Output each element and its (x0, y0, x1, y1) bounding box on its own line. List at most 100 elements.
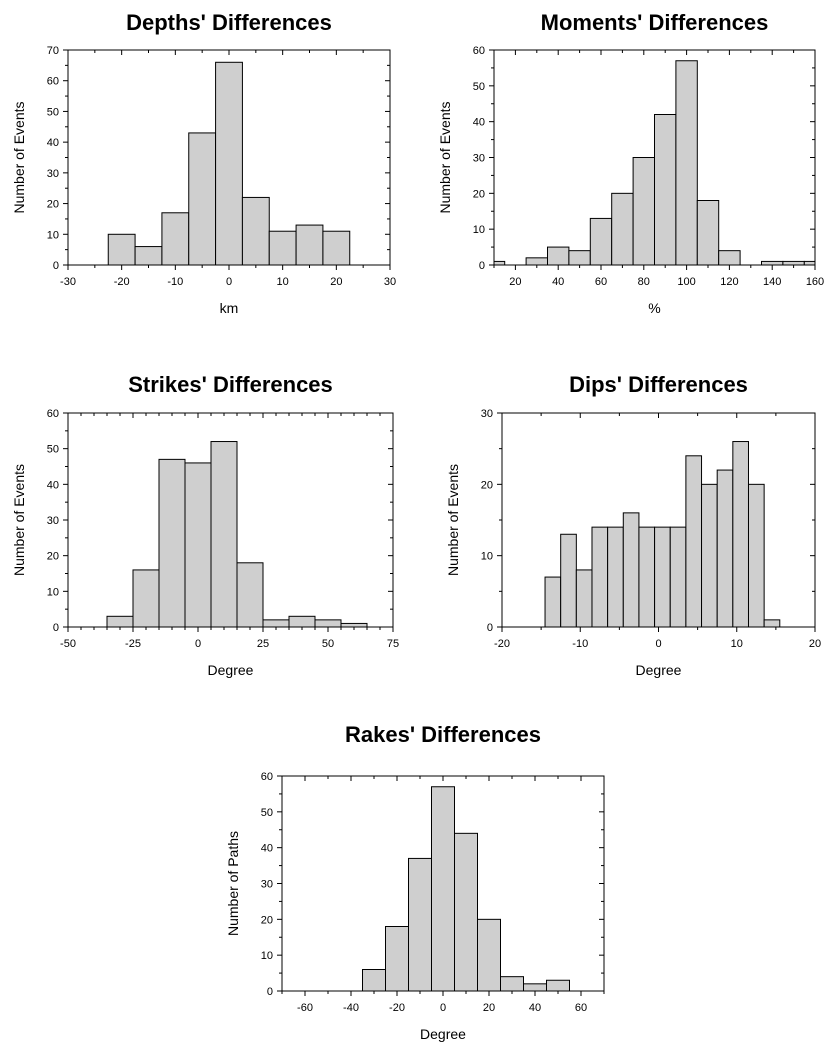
moments-bar (718, 250, 741, 266)
dips-bar (701, 483, 718, 628)
dips-bar (685, 455, 703, 628)
depths-x-tick-label: -10 (167, 276, 183, 288)
rakes-x-axis-label: Degree (420, 1026, 466, 1042)
rakes-x-tick-label: 20 (483, 1002, 495, 1014)
moments-bar (568, 250, 591, 266)
strikes-chart-title: Strikes' Differences (128, 372, 333, 397)
depths-bar (322, 230, 351, 266)
moments-x-tick-label: 160 (806, 276, 824, 288)
strikes-bar (288, 615, 316, 628)
depths-x-tick-label: 30 (384, 276, 396, 288)
moments-x-tick-label: 140 (763, 276, 781, 288)
moments-y-tick-label: 30 (473, 153, 485, 165)
moments-x-tick-label: 120 (720, 276, 738, 288)
rakes-bar (362, 969, 386, 992)
rakes-x-tick-label: 60 (575, 1002, 587, 1014)
strikes-bar (158, 458, 186, 628)
moments-y-tick-label: 40 (473, 117, 485, 129)
strikes-x-axis-label: Degree (208, 662, 254, 678)
strikes-y-tick-label: 50 (47, 444, 59, 456)
dips-y-tick-label: 10 (481, 551, 493, 563)
dips-y-tick-label: 0 (487, 622, 493, 634)
strikes-bar (210, 441, 238, 628)
rakes-chart-title: Rakes' Differences (345, 722, 541, 747)
moments-histogram: 20 40 60 80 100 120 140 160 0 10 20 30 40 50 60 Moments… (437, 10, 824, 316)
depths-y-tick-label: 0 (53, 260, 59, 272)
depths-y-tick-label: 60 (47, 76, 59, 88)
moments-bar (803, 260, 816, 266)
rakes-bar (546, 979, 570, 992)
moments-x-tick-label: 60 (595, 276, 607, 288)
moments-y-tick-label: 50 (473, 81, 485, 93)
dips-bar (607, 526, 624, 628)
dips-x-tick-label: 0 (655, 638, 661, 650)
dips-bar (575, 569, 593, 628)
dips-y-tick-label: 20 (481, 479, 493, 491)
rakes-bar (431, 786, 455, 992)
rakes-bar (500, 976, 524, 992)
strikes-y-tick-label: 30 (47, 515, 59, 527)
depths-bar (241, 196, 270, 266)
depths-y-tick-label: 10 (47, 229, 59, 241)
rakes-y-tick-label: 30 (261, 879, 273, 891)
depths-bar (215, 61, 243, 266)
moments-bar (761, 260, 784, 266)
moments-y-axis-label: Number of Events (437, 101, 453, 213)
strikes-y-tick-label: 20 (47, 551, 59, 563)
rakes-y-tick-label: 40 (261, 843, 273, 855)
strikes-x-tick-label: 0 (195, 638, 201, 650)
rakes-y-tick-label: 20 (261, 914, 273, 926)
strikes-bar (236, 562, 264, 628)
moments-bar (654, 114, 677, 266)
dips-chart-title: Dips' Differences (569, 372, 748, 397)
strikes-y-tick-label: 40 (47, 479, 59, 491)
strikes-x-tick-label: 25 (257, 638, 269, 650)
depths-bar (107, 233, 136, 266)
moments-bar (782, 260, 805, 266)
depths-bar (161, 212, 190, 266)
dips-x-tick-label: 10 (731, 638, 743, 650)
depths-x-tick-label: 0 (226, 276, 232, 288)
dips-bar (591, 526, 609, 628)
moments-y-tick-label: 60 (473, 45, 485, 57)
depths-histogram: -30 -20 -10 0 10 20 30 0 10 20 30 40 50 60 70 Depths' D… (11, 10, 396, 316)
strikes-bar (132, 569, 160, 628)
dips-histogram: -20 -10 0 10 20 0 10 20 30 Dips' Differences Degre… (445, 372, 821, 678)
rakes-x-tick-label: -40 (343, 1002, 359, 1014)
dips-bar (732, 441, 749, 628)
dips-y-tick-label: 30 (481, 408, 493, 420)
moments-bar (547, 246, 570, 266)
moments-y-tick-label: 0 (479, 260, 485, 272)
strikes-y-tick-label: 60 (47, 408, 59, 420)
rakes-histogram: -60 -40 -20 0 20 40 60 0 10 20 30 40 50 60 Rakes' Diff… (225, 722, 605, 1042)
depths-y-tick-label: 20 (47, 199, 59, 211)
moments-bar (632, 157, 655, 266)
depths-y-tick-label: 30 (47, 168, 59, 180)
depths-bar (268, 230, 297, 266)
rakes-y-tick-label: 60 (261, 771, 273, 783)
moments-bar (675, 60, 698, 266)
dips-x-axis-label: Degree (636, 662, 682, 678)
strikes-x-tick-label: -25 (125, 638, 141, 650)
strikes-y-axis-label: Number of Events (11, 464, 27, 576)
dips-bar (747, 483, 765, 628)
depths-bar (295, 224, 324, 266)
depths-x-tick-label: -30 (60, 276, 76, 288)
moments-x-tick-label: 80 (638, 276, 650, 288)
dips-x-tick-label: 20 (809, 638, 821, 650)
strikes-x-tick-label: -50 (60, 638, 76, 650)
depths-chart-title: Depths' Differences (126, 10, 332, 35)
strikes-y-tick-label: 10 (47, 586, 59, 598)
strikes-bar (340, 622, 368, 628)
depths-x-tick-label: -20 (114, 276, 130, 288)
rakes-bar (385, 926, 409, 992)
moments-bar (589, 217, 613, 266)
rakes-x-tick-label: -20 (389, 1002, 405, 1014)
rakes-bar (454, 832, 478, 992)
rakes-x-tick-label: -60 (297, 1002, 313, 1014)
moments-y-tick-label: 10 (473, 224, 485, 236)
depths-y-tick-label: 70 (47, 45, 59, 57)
moments-x-tick-label: 20 (509, 276, 521, 288)
depths-bar (134, 246, 163, 266)
